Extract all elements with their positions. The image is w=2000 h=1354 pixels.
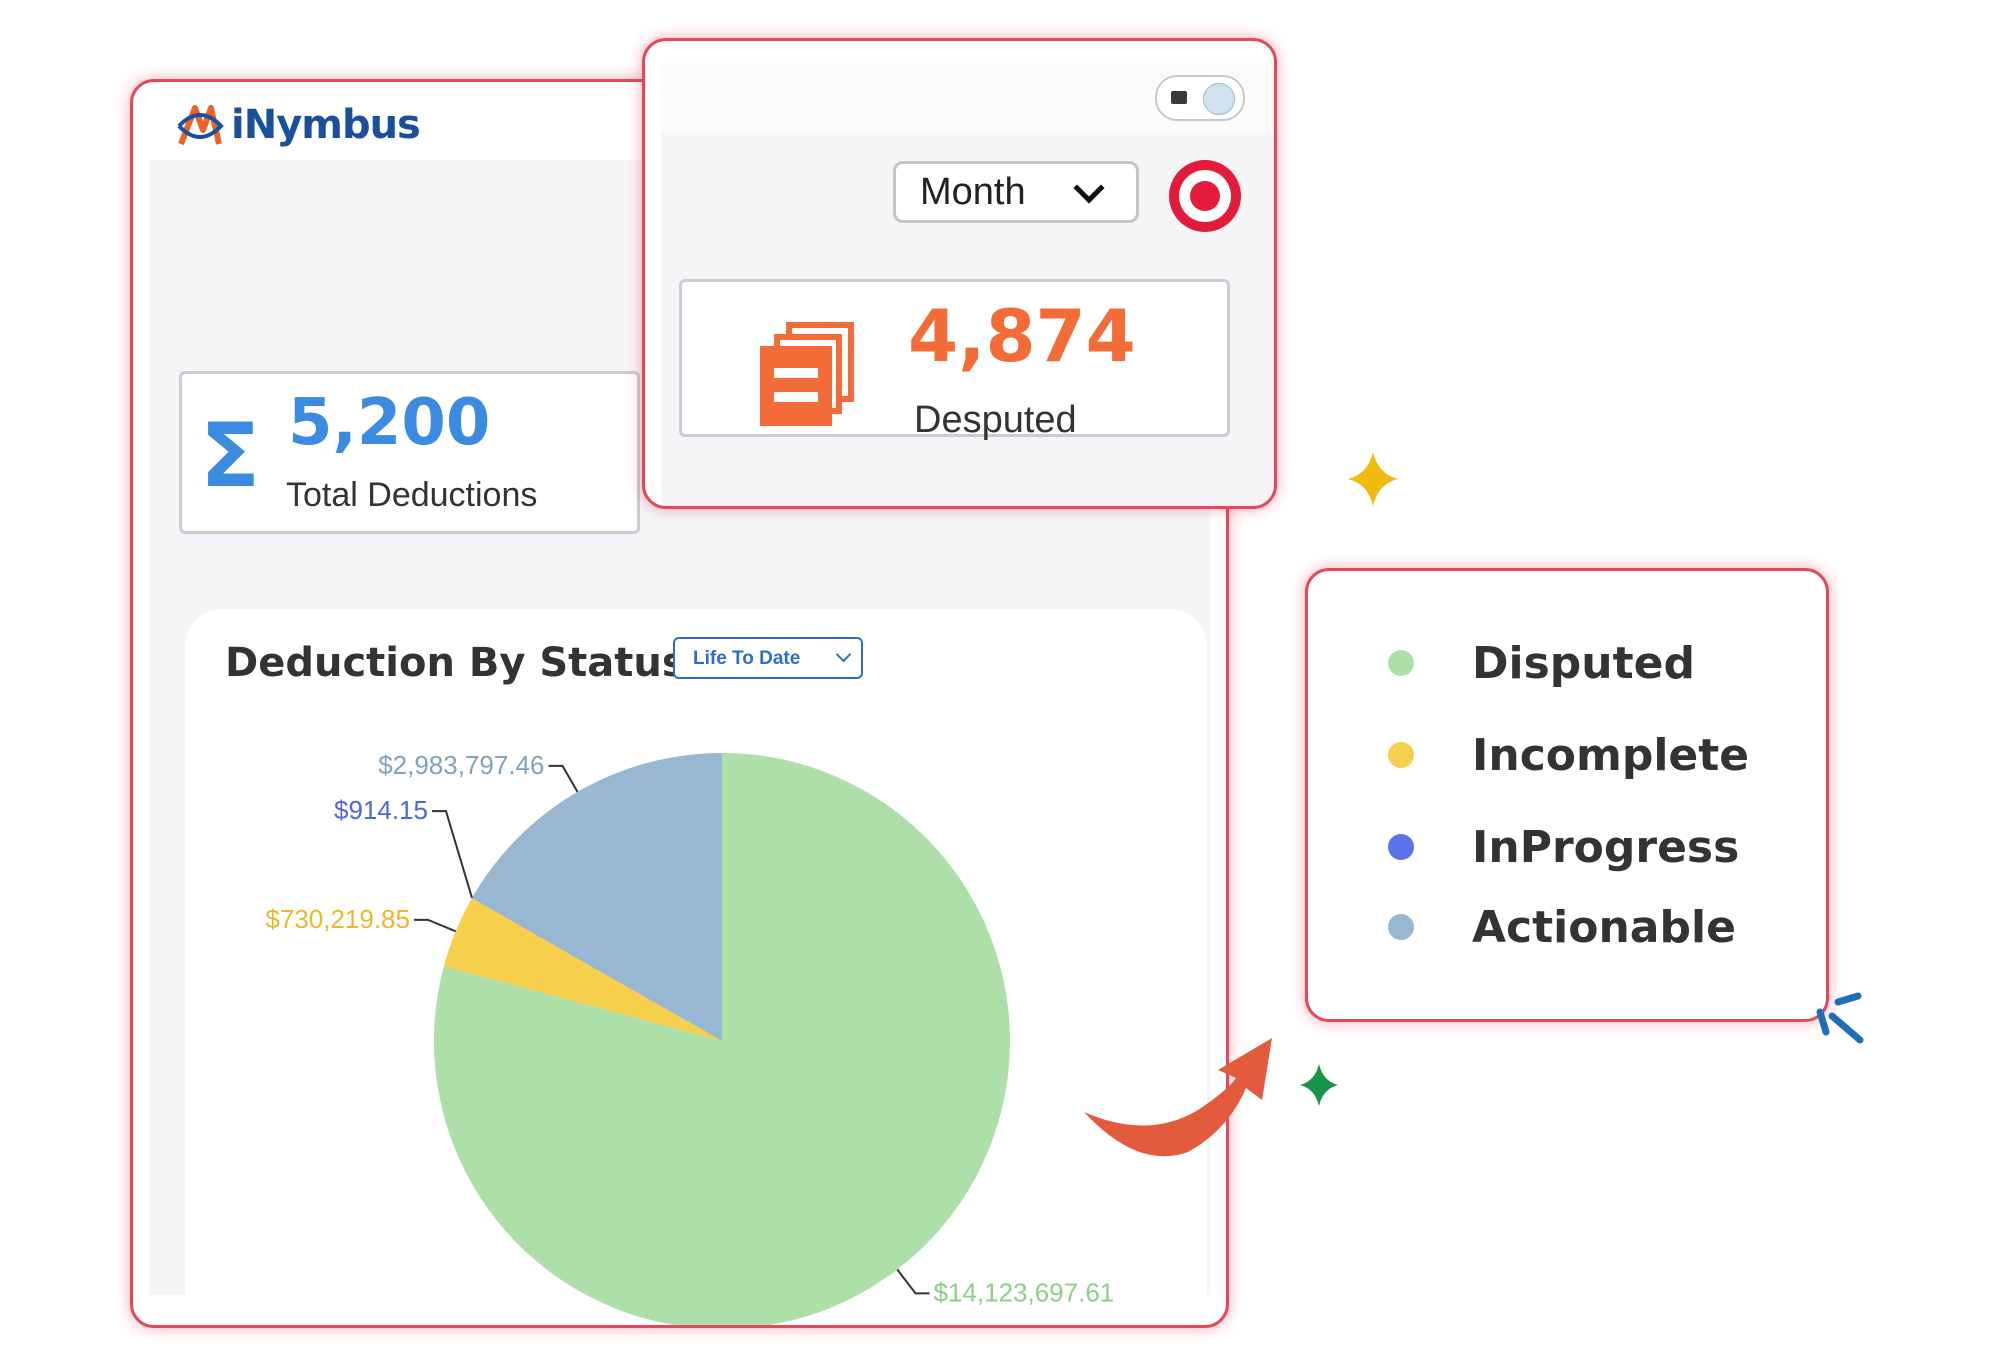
- pie-slice-inprogress[interactable]: [471, 897, 722, 1041]
- pie-slice-disputed[interactable]: [434, 753, 1010, 1328]
- legend-item-inprogress: InProgress: [1388, 817, 1739, 877]
- sparkle-lines-icon: [1816, 992, 1864, 1044]
- brand-name: iNymbus: [231, 102, 421, 148]
- chevron-down-icon: [1073, 172, 1105, 204]
- data-label-inprogress: $914.15: [334, 795, 428, 825]
- range-select-value: Life To Date: [693, 648, 801, 669]
- status-legend: Disputed Incomplete InProgress Actionabl…: [1305, 568, 1829, 1022]
- menu-square-icon: [1171, 91, 1187, 104]
- legend-label: Actionable: [1472, 901, 1736, 953]
- pie-slice-actionable[interactable]: [472, 753, 722, 1041]
- overview-popup: Month 4,874 Desputed: [642, 38, 1277, 509]
- total-deductions-card[interactable]: Σ 5,200 Total Deductions: [179, 371, 640, 534]
- data-label-actionable: $2,983,797.46: [378, 750, 544, 780]
- legend-dot: [1388, 834, 1414, 860]
- legend-label: InProgress: [1472, 821, 1740, 873]
- leader-line: [431, 810, 473, 899]
- brand-logo[interactable]: iNymbus: [175, 100, 421, 150]
- curved-arrow-icon: [1084, 1038, 1272, 1157]
- sigma-icon: Σ: [200, 404, 261, 507]
- total-deductions-value: 5,200: [288, 386, 491, 460]
- pie-chart: $14,123,697.61 $730,219.85 $914.15 $2,983,7…: [265, 750, 1115, 1328]
- avatar: [1203, 83, 1235, 115]
- deduction-status-chart-card: Deduction By Status Life To Date $14,123…: [185, 610, 1207, 1328]
- chart-title: Deduction By Status: [225, 640, 686, 686]
- total-deductions-label: Total Deductions: [286, 476, 538, 514]
- period-select-value: Month: [920, 171, 1026, 213]
- inymbus-logo-icon: [177, 105, 224, 146]
- legend-label: Disputed: [1472, 637, 1695, 689]
- legend-dot: [1388, 742, 1414, 768]
- disputed-label: Desputed: [914, 399, 1077, 441]
- pie-slice-incomplete[interactable]: [443, 898, 722, 1041]
- legend-dot: [1388, 914, 1414, 940]
- legend-dot: [1388, 650, 1414, 676]
- disputed-value: 4,874: [908, 294, 1136, 378]
- legend-item-incomplete: Incomplete: [1388, 725, 1749, 785]
- legend-item-disputed: Disputed: [1388, 633, 1695, 693]
- data-label-incomplete: $730,219.85: [265, 904, 410, 934]
- documents-icon: [760, 322, 854, 426]
- data-label-disputed: $14,123,697.61: [934, 1277, 1115, 1307]
- target-bullseye-icon: [1169, 160, 1241, 232]
- disputed-card[interactable]: 4,874 Desputed: [679, 279, 1230, 441]
- range-select[interactable]: Life To Date: [673, 637, 863, 679]
- legend-label: Incomplete: [1472, 729, 1750, 781]
- legend-item-actionable: Actionable: [1388, 897, 1736, 957]
- period-select[interactable]: Month: [893, 161, 1139, 223]
- dashboard-body: Σ 5,200 Total Deductions Deduction By St…: [149, 160, 1210, 1325]
- leader-line: [413, 918, 457, 933]
- leader-line: [548, 764, 579, 793]
- sparkle-icon: [1300, 1064, 1338, 1106]
- sparkle-icon: [1348, 452, 1398, 506]
- leader-line: [896, 1268, 930, 1295]
- user-toggle[interactable]: [1155, 75, 1245, 121]
